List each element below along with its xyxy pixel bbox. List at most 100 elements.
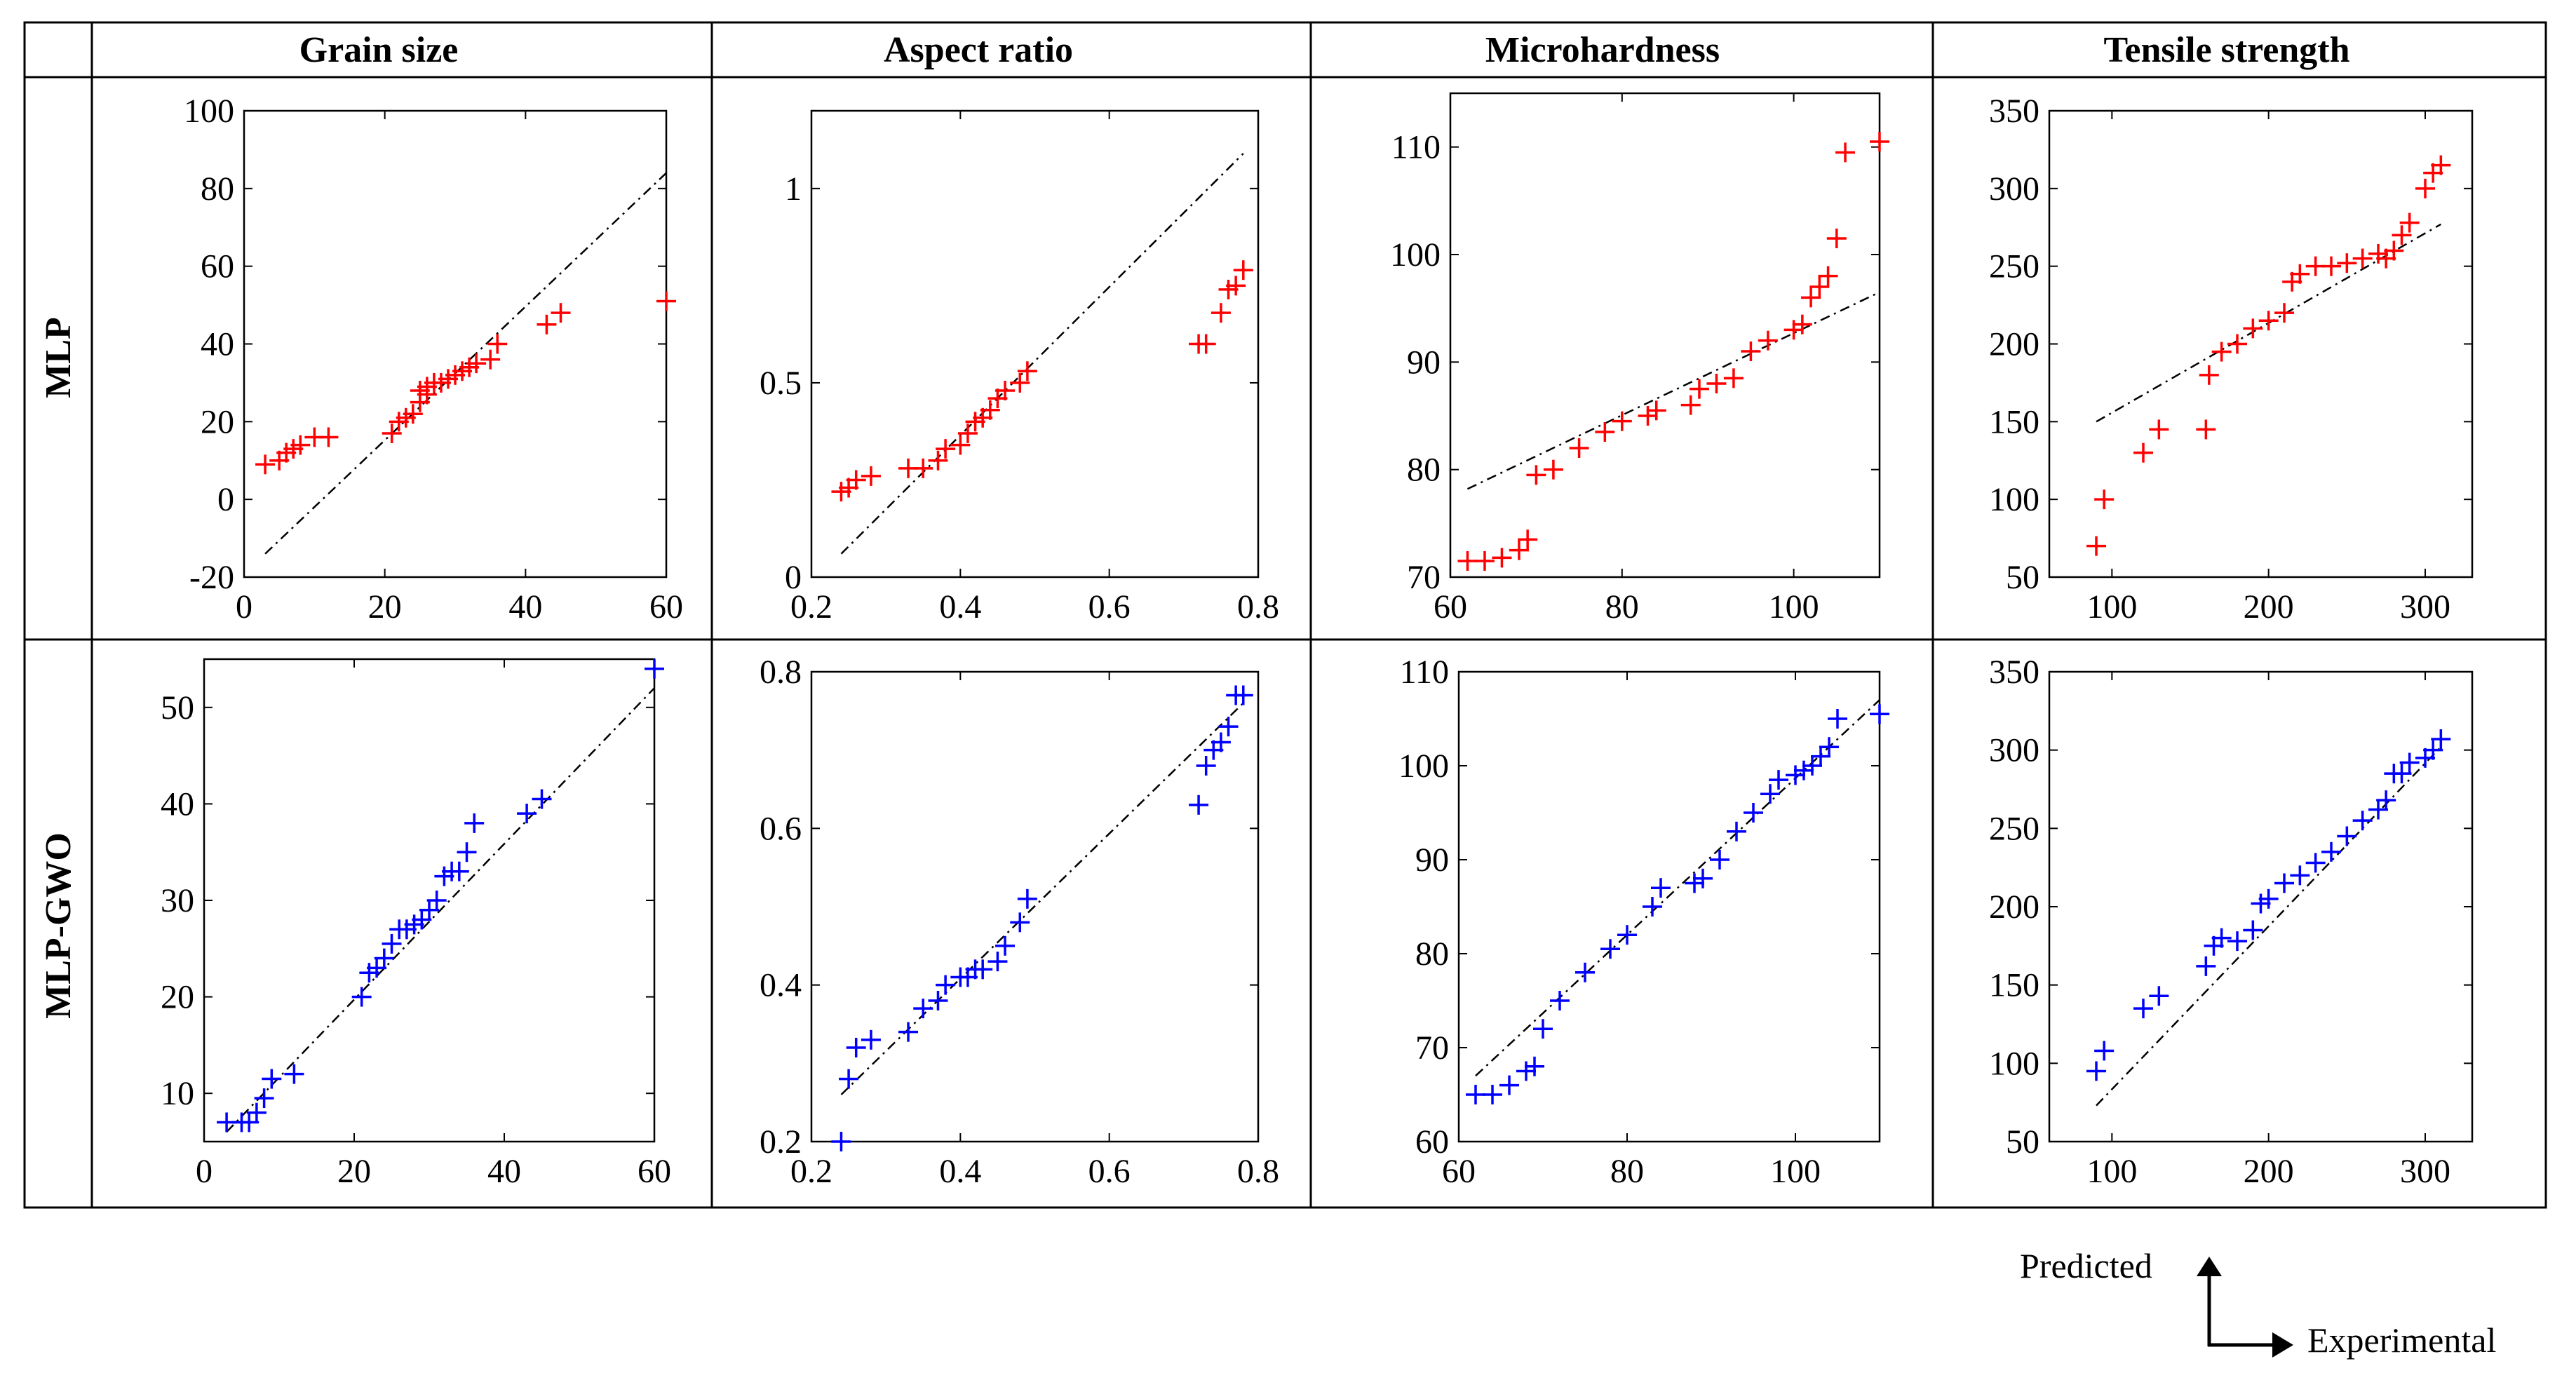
data-point <box>2196 956 2216 976</box>
data-point <box>846 1038 866 1057</box>
data-point <box>466 353 487 374</box>
data-point <box>2227 931 2247 952</box>
data-point <box>1569 438 1589 458</box>
data-point <box>1550 991 1570 1010</box>
y-tick-label: 350 <box>1989 654 2039 691</box>
y-tick-label: 100 <box>1390 236 1441 273</box>
data-point <box>284 1064 304 1084</box>
fit-line <box>264 172 667 555</box>
y-tick-label: 110 <box>1391 129 1441 166</box>
panel-mlp-gwo-microhardness: 60 80 100 60 70 80 90 100 110 <box>1398 654 1889 1190</box>
x-tick-label: 300 <box>2400 588 2450 625</box>
data-point <box>1474 551 1495 571</box>
y-tick-label: 300 <box>1989 732 2039 769</box>
data-point <box>980 400 1000 420</box>
data-point <box>995 381 1016 400</box>
data-point <box>913 458 933 478</box>
data-point <box>861 1029 881 1050</box>
data-point <box>1706 374 1727 393</box>
data-point <box>1233 685 1253 705</box>
y-tick-label: 150 <box>1989 967 2039 1004</box>
data-point <box>457 842 477 863</box>
data-point <box>1196 756 1216 776</box>
data-point <box>831 1132 851 1151</box>
header-grain-size: Grain size <box>299 30 459 70</box>
data-point <box>382 933 402 954</box>
data-point <box>1218 717 1239 737</box>
x-tick-label: 0.6 <box>1088 588 1131 625</box>
x-tick-label: 0.8 <box>1237 588 1279 625</box>
y-tick-label: 80 <box>1415 935 1449 973</box>
data-point <box>1741 341 1761 361</box>
data-point <box>2094 489 2115 510</box>
y-tick-label: 70 <box>1407 559 1441 596</box>
data-point <box>2368 243 2388 264</box>
y-tick-label: 100 <box>184 93 234 130</box>
data-point <box>1543 459 1563 480</box>
data-point <box>913 999 933 1019</box>
x-tick-label: 20 <box>368 588 402 625</box>
data-point <box>2274 303 2294 323</box>
data-point <box>1828 709 1847 729</box>
data-point <box>1689 379 1709 399</box>
data-point <box>1189 794 1209 815</box>
data-point <box>2243 920 2263 940</box>
panel-mlp-tensile-strength: 100 200 300 50 100 150 200 250 300 350 <box>1989 93 2474 625</box>
data-point <box>1575 962 1595 982</box>
data-point <box>2274 873 2294 893</box>
data-point <box>1646 400 1666 421</box>
data-point <box>1525 1056 1544 1076</box>
data-point <box>1811 746 1830 766</box>
header-aspect-ratio: Aspect ratio <box>884 30 1073 70</box>
y-tick-label: 0.8 <box>760 654 802 691</box>
fit-line <box>840 153 1244 555</box>
data-point <box>2133 442 2153 463</box>
y-tick-label: 300 <box>1989 170 2039 208</box>
y-tick-label: 0 <box>785 559 802 596</box>
header-microhardness: Microhardness <box>1485 30 1720 70</box>
data-point <box>1196 334 1216 354</box>
y-tick-label: 110 <box>1400 654 1449 691</box>
x-tick-label: 0.8 <box>1237 1153 1279 1190</box>
data-point <box>861 466 881 486</box>
header-tensile-strength: Tensile strength <box>2103 30 2349 70</box>
y-tick-label: 200 <box>1989 326 2039 363</box>
data-point <box>1017 888 1037 909</box>
x-tick-label: 100 <box>2086 588 2137 625</box>
y-tick-label: 20 <box>161 979 194 1016</box>
y-tick-label: 0.4 <box>760 967 802 1004</box>
y-tick-label: 0.2 <box>760 1123 802 1161</box>
data-point <box>1744 803 1763 823</box>
data-point <box>1516 1061 1536 1081</box>
data-point <box>1835 142 1856 163</box>
y-tick-label: 250 <box>1989 810 2039 847</box>
data-point <box>2227 334 2247 354</box>
data-point <box>2149 986 2169 1006</box>
data-point <box>1017 361 1037 381</box>
x-tick-label: 200 <box>2244 588 2294 625</box>
y-tick-label: 80 <box>1407 452 1441 489</box>
data-point <box>987 952 1008 972</box>
data-point <box>2431 729 2451 750</box>
data-point <box>936 975 956 995</box>
x-tick-label: 0 <box>196 1153 213 1190</box>
data-point <box>928 450 948 471</box>
data-point <box>2211 341 2232 362</box>
axes-frame <box>2048 670 2474 1143</box>
y-tick-label: 350 <box>1989 93 2039 130</box>
data-point <box>2204 935 2224 956</box>
data-point <box>1483 1085 1502 1104</box>
data-point <box>1786 765 1805 785</box>
x-tick-label: 60 <box>649 588 683 625</box>
data-point <box>449 861 469 881</box>
y-tick-label: 90 <box>1407 344 1441 381</box>
data-point <box>1760 784 1780 804</box>
legend-predicted-label: Predicted <box>2020 1246 2152 1285</box>
x-tick-label: 200 <box>2244 1153 2294 1190</box>
y-tick-label: 40 <box>201 326 234 363</box>
y-tick-label: 50 <box>2006 1123 2039 1161</box>
data-point <box>246 1102 267 1123</box>
y-tick-label: 10 <box>161 1075 194 1112</box>
y-tick-label: 60 <box>1415 1123 1449 1161</box>
data-point <box>374 948 394 968</box>
